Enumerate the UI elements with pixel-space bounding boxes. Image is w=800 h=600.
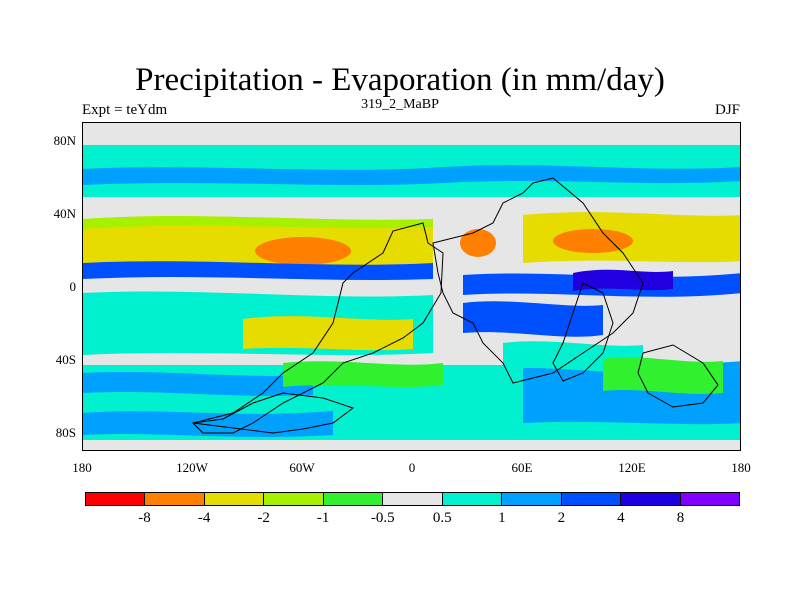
colorbar-swatch xyxy=(383,493,443,505)
orange-core-east xyxy=(553,229,633,253)
band-nh-green xyxy=(83,216,433,229)
colorbar-swatch xyxy=(86,493,146,505)
coastlines xyxy=(192,177,719,434)
colorbar-swatch xyxy=(264,493,324,505)
colorbar-label: 1 xyxy=(498,510,506,526)
orange-core-atlantic xyxy=(460,229,496,257)
colorbar-label: -0.5 xyxy=(370,510,395,526)
band-itcz xyxy=(83,261,433,280)
lat-tick-label: 80S xyxy=(55,425,76,440)
lon-tick-label: 120W xyxy=(176,460,208,475)
lon-tick-label: 180 xyxy=(72,460,92,475)
colorbar-label: -1 xyxy=(316,510,330,526)
band-south-blue-3 xyxy=(83,411,333,437)
colorbar-label: -8 xyxy=(138,510,151,526)
lon-tick-label: 60E xyxy=(511,460,533,475)
colorbar xyxy=(85,492,740,506)
colorbar-swatch xyxy=(442,493,503,505)
colorbar-label: 8 xyxy=(676,510,685,526)
colorbar-swatch xyxy=(680,493,739,505)
lat-tick-label: 0 xyxy=(69,279,77,294)
colorbar-label: 0.5 xyxy=(432,510,452,526)
map-title: Precipitation - Evaporation (in mm/day) xyxy=(135,62,665,98)
green-south-east xyxy=(603,357,723,394)
colorbar-swatch xyxy=(561,493,622,505)
band-itcz-deep xyxy=(573,269,673,291)
colorbar-swatch xyxy=(621,493,681,505)
colorbar-label: 4 xyxy=(617,510,625,526)
map-subtitle: 319_2_MaBP xyxy=(361,97,439,112)
colorbar-swatch xyxy=(145,493,205,505)
band-south-blue xyxy=(83,372,313,396)
band-north-blue xyxy=(83,165,740,185)
colorbar-label: 2 xyxy=(557,510,566,526)
season-label: DJF xyxy=(714,102,740,118)
colorbar-label: -2 xyxy=(257,510,270,526)
map-panel xyxy=(82,122,741,451)
lat-tick-label: 40N xyxy=(53,206,76,221)
precip-evap-field xyxy=(83,123,740,450)
band-sh-yellow xyxy=(243,316,413,351)
colorbar-label: -4 xyxy=(197,510,211,526)
colorbar-swatch xyxy=(502,493,562,505)
lon-tick-label: 0 xyxy=(408,460,416,475)
orange-core-pacific xyxy=(255,237,351,265)
colorbar-swatch xyxy=(204,493,265,505)
blue-south-indian xyxy=(463,301,603,337)
experiment-label: Expt = teYdm xyxy=(82,102,168,118)
lon-tick-label: 60W xyxy=(289,460,315,475)
lon-tick-label: 120E xyxy=(618,460,646,475)
lat-tick-label: 80N xyxy=(53,133,76,148)
colorbar-swatch xyxy=(323,493,384,505)
lat-tick-label: 40S xyxy=(55,352,76,367)
lon-tick-label: 180 xyxy=(731,460,751,475)
band-sh-green xyxy=(283,361,443,387)
